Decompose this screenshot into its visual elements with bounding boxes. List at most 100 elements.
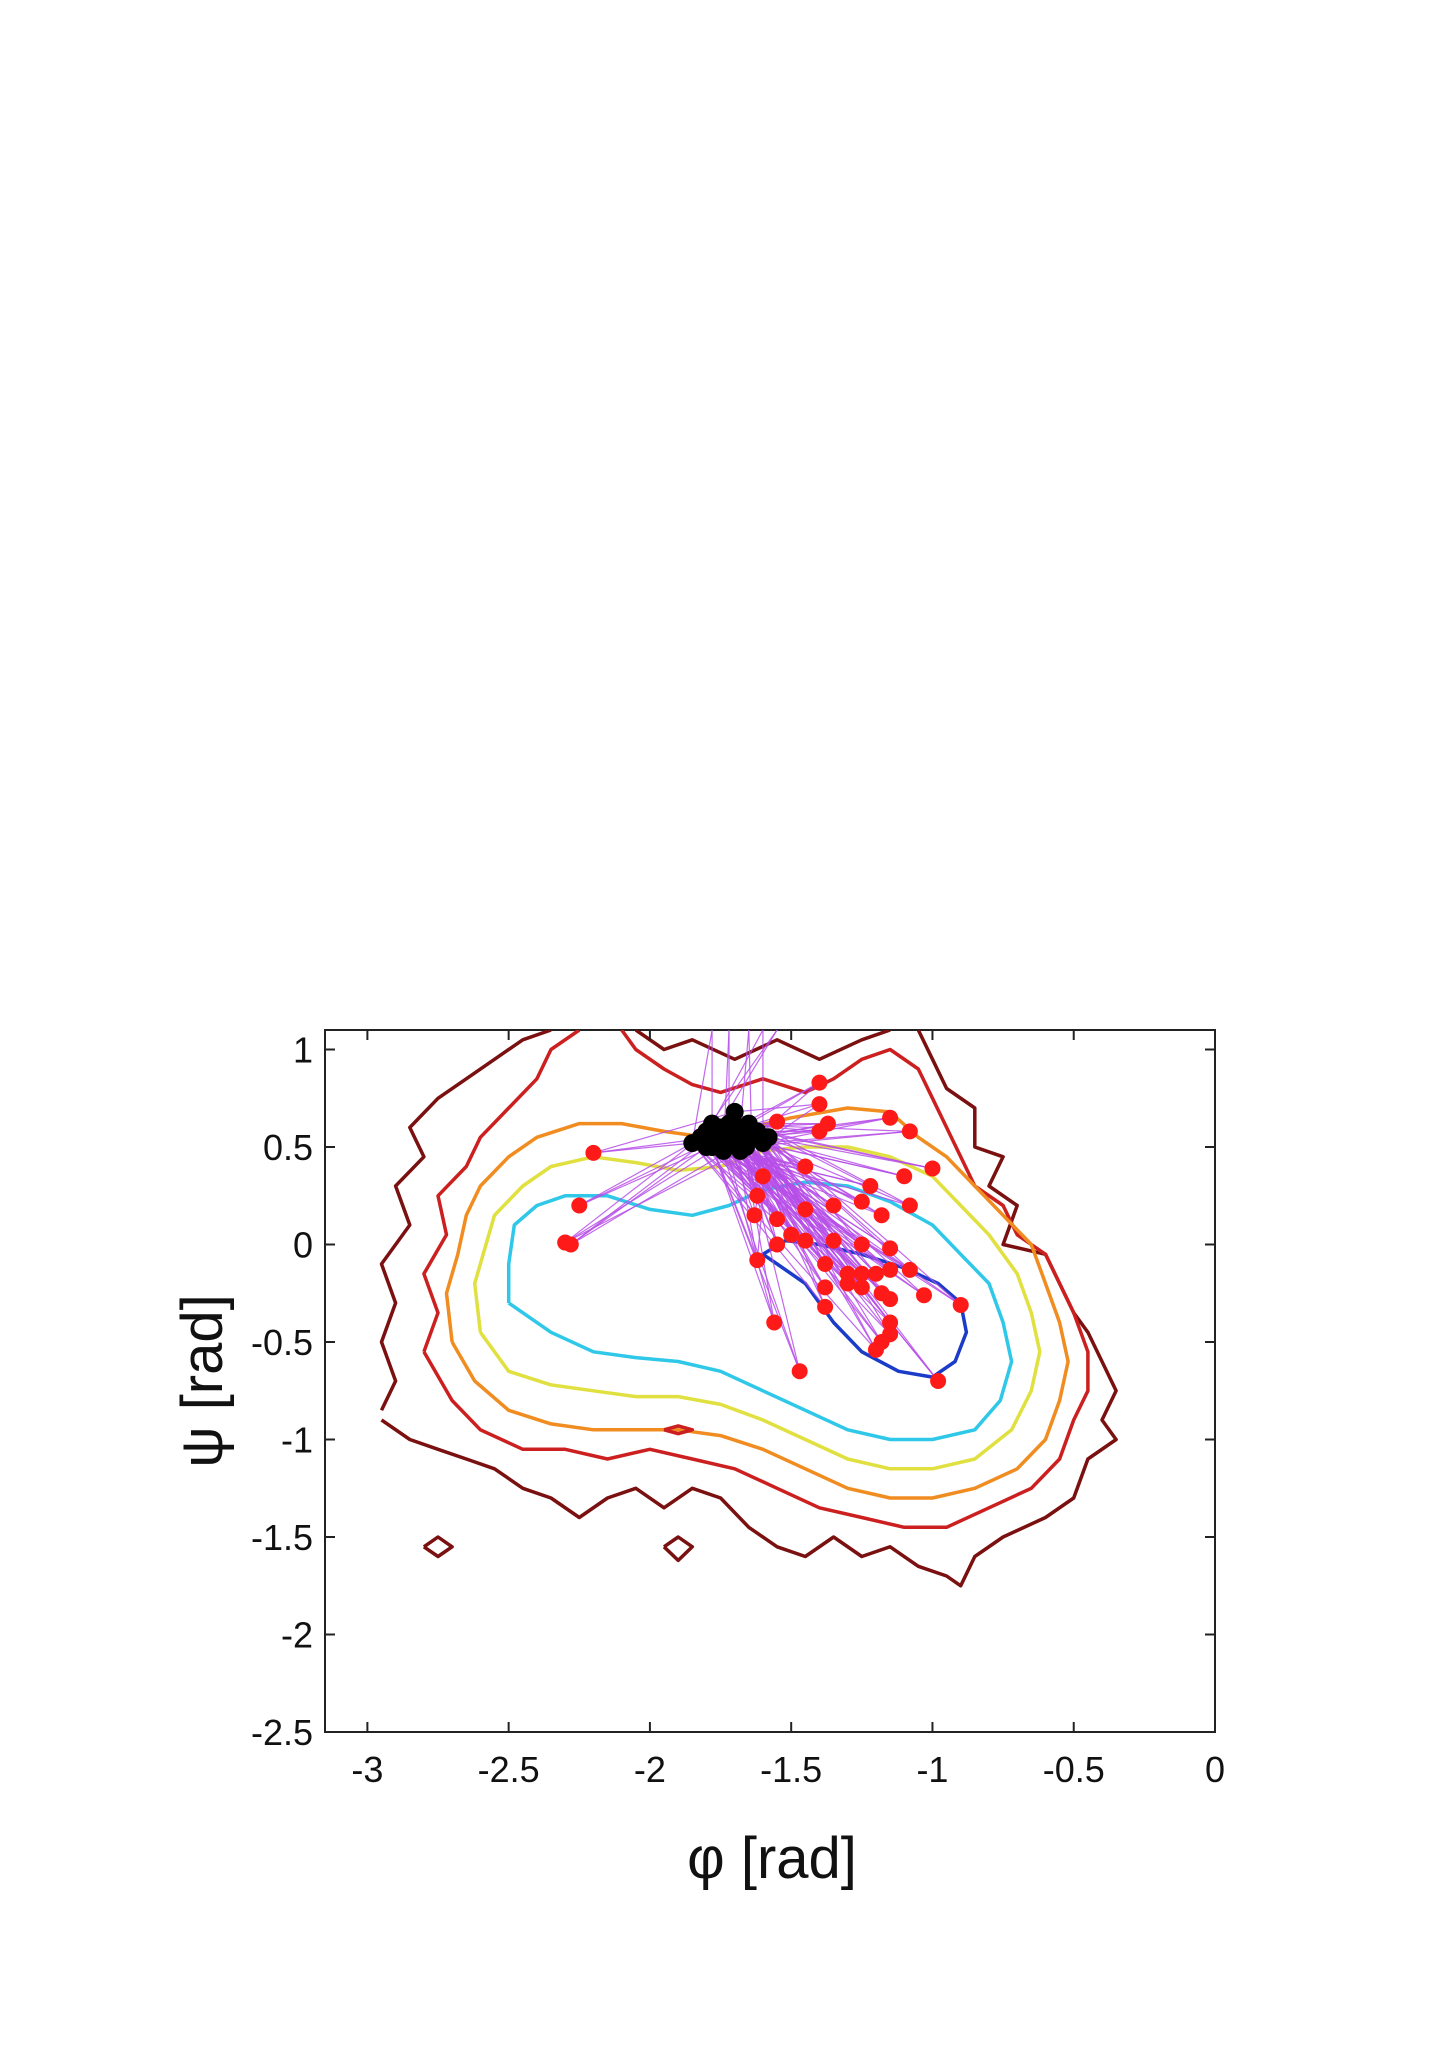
red-point (811, 1096, 828, 1113)
red-point (896, 1168, 913, 1185)
red-point (825, 1197, 842, 1214)
y-tick-label: -1.5 (251, 1517, 313, 1558)
contour-line (422, 1030, 581, 1353)
red-point (901, 1123, 918, 1140)
y-tick-label: 1 (293, 1030, 313, 1071)
x-tick-label: -1.5 (760, 1749, 822, 1790)
red-point (817, 1279, 834, 1296)
red-point (882, 1109, 899, 1126)
y-axis-label: ψ [rad] (170, 1294, 235, 1468)
contour-lines (379, 1030, 1118, 1588)
red-point (783, 1226, 800, 1243)
connection-line (751, 1136, 939, 1382)
red-point (749, 1252, 766, 1269)
x-tick-label: -2 (634, 1749, 666, 1790)
y-tick-label: 0.5 (263, 1127, 313, 1168)
red-point (924, 1160, 941, 1177)
black-point (725, 1122, 744, 1141)
red-point (769, 1236, 786, 1253)
connection-line (711, 1030, 764, 1124)
x-tick-label: -0.5 (1043, 1749, 1105, 1790)
x-tick-label: -2.5 (478, 1749, 540, 1790)
red-point (915, 1287, 932, 1304)
black-point (697, 1138, 716, 1156)
contour-line (662, 1535, 695, 1563)
red-point (557, 1234, 574, 1251)
connection-line (691, 1030, 713, 1144)
red-point (754, 1168, 771, 1185)
red-point (817, 1298, 834, 1315)
red-point (882, 1240, 899, 1257)
red-point (811, 1123, 828, 1140)
red-point (930, 1373, 947, 1389)
red-point (766, 1314, 783, 1331)
red-point (797, 1201, 814, 1218)
black-point (703, 1114, 722, 1133)
black-point (759, 1128, 778, 1147)
red-point (797, 1158, 814, 1175)
scatter-points (557, 1074, 969, 1389)
red-point (791, 1363, 808, 1380)
x-axis-label: φ [rad] (687, 1826, 857, 1891)
red-point (749, 1187, 766, 1204)
red-point (882, 1261, 899, 1278)
connection-line (579, 1146, 713, 1207)
red-point (952, 1296, 969, 1313)
red-point (571, 1197, 588, 1214)
red-point (853, 1236, 870, 1253)
red-point (853, 1265, 870, 1282)
black-point (731, 1141, 750, 1160)
y-tick-label: -2.5 (251, 1712, 313, 1753)
contour-line (422, 1535, 454, 1559)
contour-line (663, 1424, 695, 1436)
contour-line (444, 1106, 1070, 1500)
x-tick-label: -3 (351, 1749, 383, 1790)
red-point (873, 1207, 890, 1224)
connection-line (717, 1136, 826, 1288)
red-point (882, 1291, 899, 1308)
y-tick-label: -0.5 (251, 1322, 313, 1363)
connection-line (739, 1127, 775, 1323)
x-tick-label: 0 (1205, 1749, 1225, 1790)
y-tick-label: 0 (293, 1225, 313, 1266)
connection-line (717, 1136, 863, 1288)
red-point (825, 1232, 842, 1249)
x-axis-ticks: -3 -2.5 -2 -1.5 -1 -0.5 0 (351, 1030, 1225, 1790)
connection-line (700, 1136, 962, 1306)
connection-line (734, 1111, 877, 1351)
red-point (746, 1207, 763, 1224)
red-point (839, 1275, 856, 1292)
connection-line (711, 1123, 801, 1372)
connection-line (564, 1136, 702, 1244)
red-point (853, 1279, 870, 1296)
red-point (867, 1341, 884, 1358)
contour-line (380, 1030, 1118, 1588)
connection-line (728, 1123, 939, 1382)
y-tick-label: -2 (281, 1615, 313, 1656)
red-point (901, 1197, 918, 1214)
red-point (882, 1314, 899, 1331)
red-point (769, 1113, 786, 1130)
red-point (797, 1232, 814, 1249)
contour-line (379, 1030, 552, 1412)
red-point (585, 1144, 602, 1161)
x-tick-label: -1 (916, 1749, 948, 1790)
y-axis-ticks: 1 0.5 0 -0.5 -1 -1.5 -2 -2.5 (251, 1030, 1215, 1753)
red-point (769, 1211, 786, 1228)
red-point (817, 1256, 834, 1272)
connection-line (691, 1142, 826, 1308)
red-point (901, 1261, 918, 1278)
connection-line (734, 1103, 820, 1113)
black-point (725, 1102, 744, 1121)
red-point (811, 1074, 828, 1091)
red-point (862, 1178, 879, 1194)
red-point (867, 1265, 884, 1282)
y-tick-label: -1 (281, 1420, 313, 1461)
connection-line (739, 1127, 801, 1372)
connection-line (748, 1123, 883, 1343)
contour-line (506, 1180, 1014, 1442)
contour-line (472, 1145, 1042, 1471)
contour-line (634, 1030, 891, 1062)
red-point (853, 1193, 870, 1210)
